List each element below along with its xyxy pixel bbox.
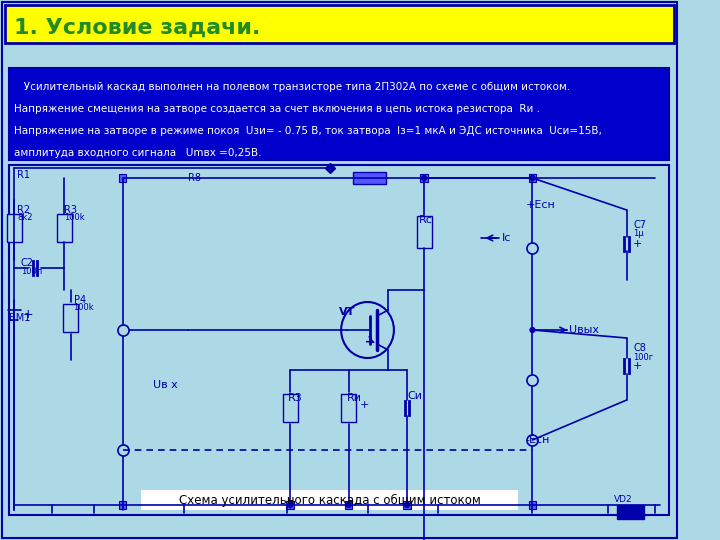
Text: Uв х: Uв х	[153, 380, 177, 390]
Text: C7: C7	[634, 220, 647, 230]
Text: амплитуда входного сигнала   Umвх =0,25В.: амплитуда входного сигнала Umвх =0,25В.	[14, 148, 261, 158]
Bar	[528, 501, 536, 509]
Bar	[354, 172, 387, 184]
Bar	[528, 174, 536, 182]
Bar	[417, 216, 431, 248]
FancyBboxPatch shape	[141, 490, 518, 510]
Text: +: +	[360, 400, 369, 410]
Text: R1: R1	[17, 170, 30, 180]
Text: +: +	[634, 361, 643, 371]
Circle shape	[530, 176, 535, 180]
Text: 100k: 100k	[64, 213, 85, 222]
FancyBboxPatch shape	[5, 5, 674, 43]
FancyBboxPatch shape	[9, 68, 669, 160]
Circle shape	[422, 176, 426, 180]
Text: 100г: 100г	[634, 353, 653, 361]
Text: Схема усилительного каскада с общим истоком: Схема усилительного каскада с общим исто…	[179, 494, 481, 507]
Circle shape	[530, 327, 535, 333]
Text: P4: P4	[73, 295, 86, 305]
Text: +: +	[634, 239, 643, 249]
Text: Напряжение смещения на затворе создается за счет включения в цепь истока резисто: Напряжение смещения на затворе создается…	[14, 104, 540, 114]
Circle shape	[405, 503, 410, 508]
Circle shape	[288, 503, 292, 508]
Bar	[119, 174, 126, 182]
Text: 100п: 100п	[21, 267, 42, 275]
Text: Cи: Cи	[407, 391, 422, 401]
Text: C2: C2	[21, 258, 34, 268]
Text: 1. Условие задачи.: 1. Условие задачи.	[14, 18, 261, 38]
Bar	[57, 214, 71, 242]
Bar	[119, 501, 126, 509]
Text: Rи: Rи	[347, 393, 361, 403]
Text: R2: R2	[17, 205, 30, 215]
Bar	[6, 214, 22, 242]
Bar	[403, 501, 411, 509]
Bar	[283, 394, 298, 422]
Text: ВМ1: ВМ1	[9, 313, 31, 323]
Bar	[63, 304, 78, 332]
Text: 100k: 100k	[73, 303, 94, 313]
Bar	[341, 394, 356, 422]
Text: 8k2: 8k2	[17, 213, 32, 222]
Bar	[287, 501, 294, 509]
Text: C8: C8	[634, 343, 646, 353]
Text: -Eсн: -Eсн	[526, 435, 550, 445]
Circle shape	[341, 302, 394, 358]
Bar	[345, 501, 353, 509]
Circle shape	[346, 503, 351, 508]
Text: Усилительный каскад выполнен на полевом транзисторе типа 2П302А по схеме с общим: Усилительный каскад выполнен на полевом …	[14, 82, 570, 92]
FancyBboxPatch shape	[9, 165, 669, 515]
Bar	[420, 174, 428, 182]
Text: +: +	[22, 307, 33, 321]
Text: 1µ: 1µ	[634, 230, 644, 239]
Text: Напряжение на затворе в режиме покоя  Uзи= - 0.75 В, ток затвора  Iз=1 мкА и ЭДС: Напряжение на затворе в режиме покоя Uзи…	[14, 126, 602, 136]
Text: R3: R3	[287, 393, 302, 403]
Circle shape	[530, 437, 535, 442]
Text: R3: R3	[64, 205, 77, 215]
Text: Iс: Iс	[503, 233, 512, 243]
Bar	[617, 505, 644, 519]
Text: R8: R8	[189, 173, 202, 183]
Text: VD2: VD2	[614, 496, 633, 504]
Text: +Eсн: +Eсн	[526, 200, 556, 210]
Text: Rc: Rc	[419, 215, 433, 225]
Text: Uвых: Uвых	[570, 325, 599, 335]
Text: VT: VT	[339, 307, 356, 317]
